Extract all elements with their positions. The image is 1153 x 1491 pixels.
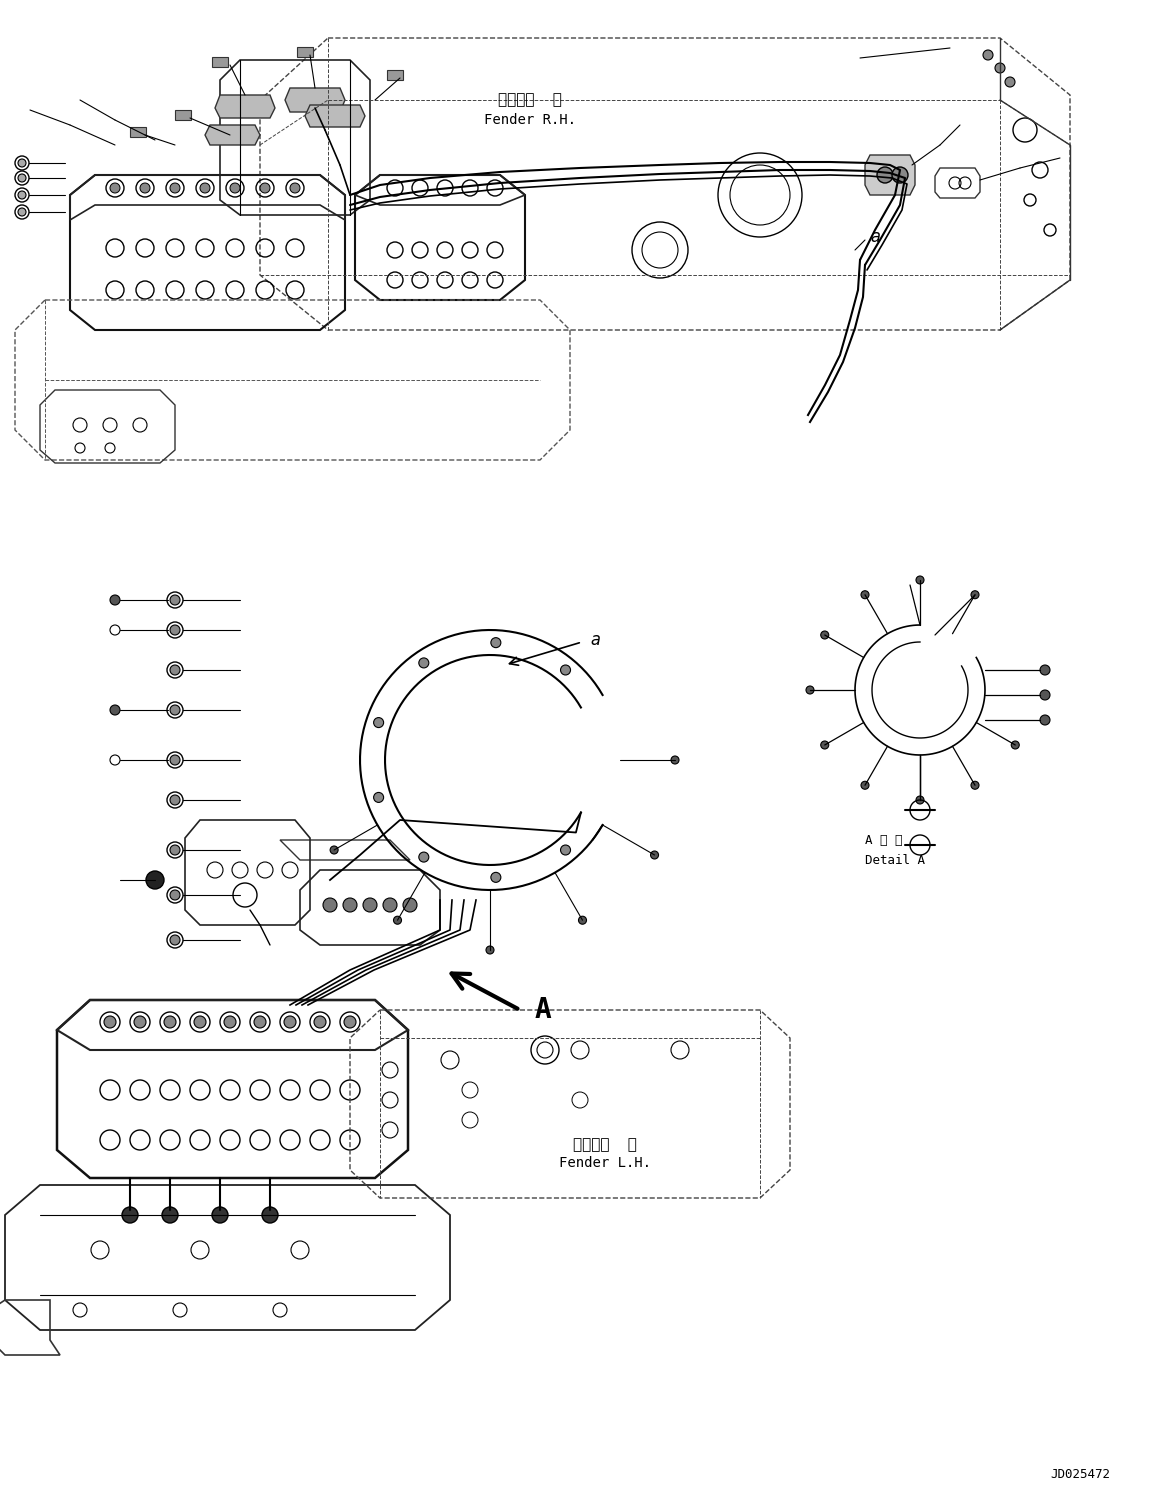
Circle shape	[140, 183, 150, 192]
Circle shape	[419, 658, 429, 668]
Circle shape	[169, 595, 180, 605]
Text: Fender L.H.: Fender L.H.	[559, 1156, 651, 1170]
Circle shape	[671, 756, 679, 763]
Circle shape	[560, 665, 571, 675]
Circle shape	[1040, 665, 1050, 675]
Circle shape	[164, 1015, 176, 1027]
Circle shape	[18, 209, 27, 216]
Bar	[297, 48, 312, 57]
Circle shape	[374, 792, 384, 802]
Polygon shape	[205, 125, 259, 145]
Circle shape	[284, 1015, 296, 1027]
Circle shape	[861, 781, 869, 789]
Circle shape	[971, 781, 979, 789]
Circle shape	[224, 1015, 236, 1027]
Circle shape	[383, 898, 397, 912]
Polygon shape	[214, 95, 276, 118]
Text: フェンダ  左: フェンダ 左	[573, 1138, 636, 1153]
Text: A: A	[535, 996, 552, 1024]
Circle shape	[821, 631, 829, 640]
Polygon shape	[306, 104, 366, 127]
Circle shape	[122, 1208, 138, 1223]
Circle shape	[374, 717, 384, 728]
Text: A 詳 細: A 詳 細	[865, 833, 903, 847]
Bar	[387, 70, 404, 81]
Circle shape	[579, 915, 587, 924]
Circle shape	[169, 890, 180, 901]
Circle shape	[229, 183, 240, 192]
Circle shape	[491, 872, 500, 883]
Circle shape	[806, 686, 814, 693]
Circle shape	[491, 638, 500, 647]
Bar	[130, 127, 146, 137]
Circle shape	[892, 167, 909, 183]
Circle shape	[169, 795, 180, 805]
Circle shape	[169, 935, 180, 945]
Bar	[212, 57, 228, 67]
Circle shape	[330, 845, 338, 854]
Circle shape	[212, 1208, 228, 1223]
Circle shape	[18, 191, 27, 198]
Circle shape	[314, 1015, 326, 1027]
Circle shape	[169, 625, 180, 635]
Circle shape	[1040, 690, 1050, 699]
Circle shape	[169, 705, 180, 716]
Circle shape	[18, 160, 27, 167]
Circle shape	[650, 851, 658, 859]
Circle shape	[1011, 741, 1019, 748]
Circle shape	[169, 845, 180, 854]
Circle shape	[1005, 78, 1015, 86]
Circle shape	[199, 183, 210, 192]
Text: フェンダ  右: フェンダ 右	[498, 92, 562, 107]
Circle shape	[194, 1015, 206, 1027]
Text: a: a	[871, 228, 880, 246]
Text: JD025472: JD025472	[1050, 1469, 1110, 1482]
Circle shape	[915, 796, 924, 804]
Circle shape	[877, 167, 894, 183]
Circle shape	[262, 1208, 278, 1223]
Circle shape	[110, 705, 120, 716]
Circle shape	[104, 1015, 116, 1027]
Circle shape	[1040, 716, 1050, 725]
Circle shape	[134, 1015, 146, 1027]
Text: Detail A: Detail A	[865, 853, 925, 866]
Circle shape	[342, 898, 357, 912]
Circle shape	[404, 898, 417, 912]
Circle shape	[419, 851, 429, 862]
Text: a: a	[590, 631, 600, 649]
Bar	[175, 110, 191, 119]
Circle shape	[821, 741, 829, 748]
Circle shape	[971, 590, 979, 599]
Circle shape	[291, 183, 300, 192]
Polygon shape	[865, 155, 915, 195]
Circle shape	[560, 845, 571, 854]
Circle shape	[18, 174, 27, 182]
Circle shape	[146, 871, 164, 889]
Circle shape	[169, 754, 180, 765]
Circle shape	[110, 595, 120, 605]
Circle shape	[110, 183, 120, 192]
Circle shape	[984, 51, 993, 60]
Circle shape	[323, 898, 337, 912]
Circle shape	[995, 63, 1005, 73]
Text: Fender R.H.: Fender R.H.	[484, 113, 576, 127]
Circle shape	[163, 1208, 178, 1223]
Circle shape	[344, 1015, 356, 1027]
Polygon shape	[285, 88, 345, 112]
Circle shape	[259, 183, 270, 192]
Circle shape	[393, 915, 401, 924]
Circle shape	[169, 665, 180, 675]
Circle shape	[254, 1015, 266, 1027]
Circle shape	[363, 898, 377, 912]
Circle shape	[487, 945, 493, 954]
Circle shape	[915, 576, 924, 584]
Circle shape	[169, 183, 180, 192]
Circle shape	[861, 590, 869, 599]
